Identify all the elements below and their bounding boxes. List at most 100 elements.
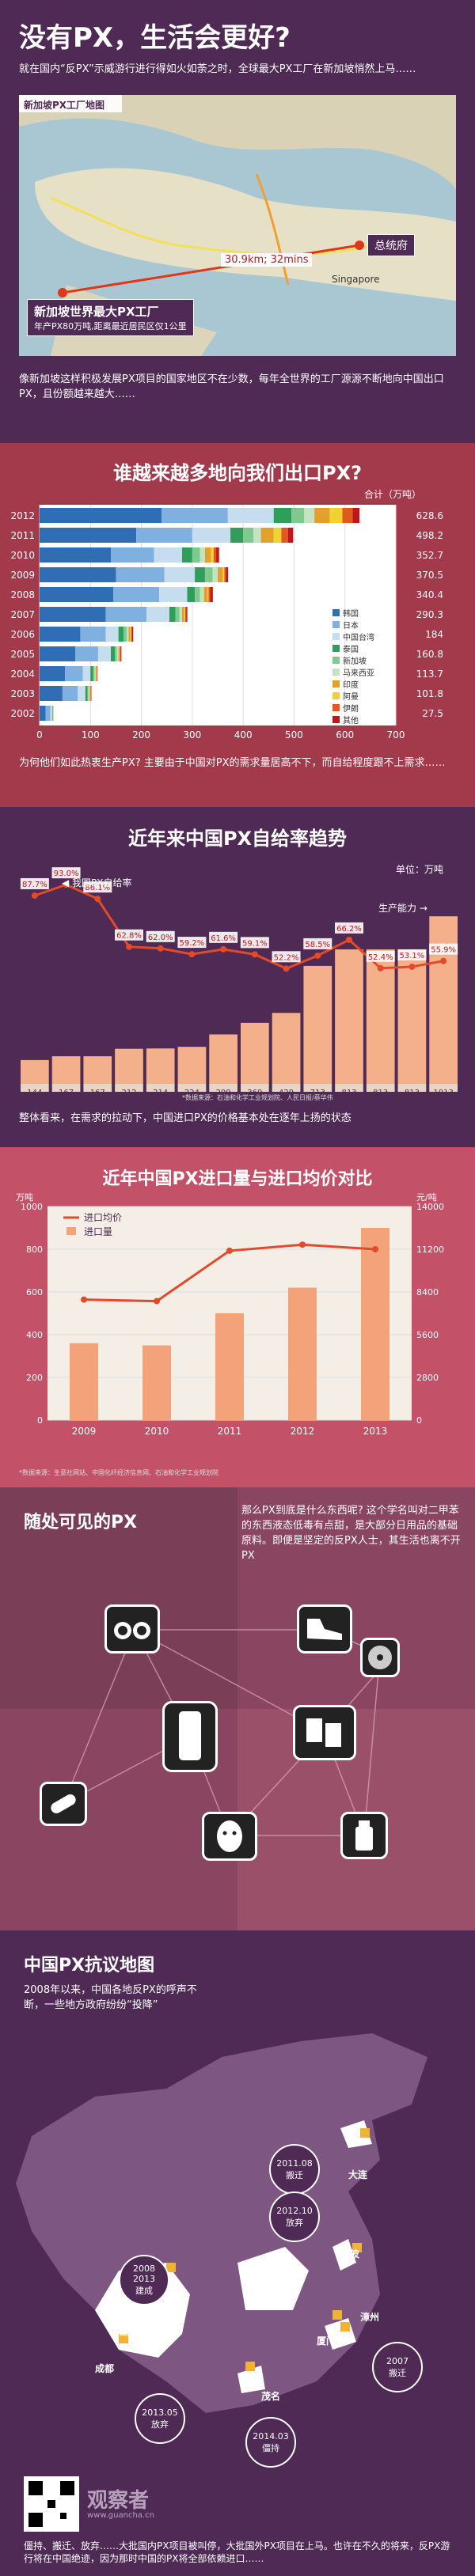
x-tick-label: 600 xyxy=(336,729,354,741)
bar-segment xyxy=(224,567,226,582)
bar-segment xyxy=(182,547,192,563)
bar-segment xyxy=(212,567,218,582)
bar-segment xyxy=(95,666,97,681)
bar-segment xyxy=(243,528,253,543)
bar-segment xyxy=(96,666,97,681)
category-label: 2006 xyxy=(10,629,35,640)
self-rate-point xyxy=(126,943,132,950)
capacity-label-bg xyxy=(209,1084,238,1092)
self-rate-line xyxy=(34,883,444,970)
bar-segment xyxy=(90,686,92,701)
bar-segment xyxy=(169,607,176,622)
total-label: 498.2 xyxy=(416,530,443,541)
protest-map-section: 中国PX抗议地图 2008年以来，中国各地反PX的呼声不断，一些地方政府纷纷“投… xyxy=(0,1930,475,2576)
bar-segment xyxy=(40,587,114,602)
section2-unit: 单位：万吨 xyxy=(396,864,444,875)
rate-label-bg xyxy=(335,922,363,934)
category-label: 2009 xyxy=(10,570,35,581)
bar-segment xyxy=(304,508,315,523)
y-left-tick: 800 xyxy=(26,1244,43,1255)
capacity-label-bg xyxy=(83,1084,112,1092)
capacity-label: 212 xyxy=(121,1089,136,1092)
x-tick-label: 2011 xyxy=(218,1426,242,1437)
y-left-tick: 200 xyxy=(26,1373,43,1383)
total-label: 113.7 xyxy=(416,669,443,680)
capacity-label: 813 xyxy=(405,1089,420,1092)
bar-segment xyxy=(175,607,180,622)
bar-segment xyxy=(203,587,208,602)
bar-segment xyxy=(352,508,360,523)
capacity-bar xyxy=(241,1022,269,1084)
bar-segment xyxy=(342,508,353,523)
x-tick-label: 700 xyxy=(387,729,405,741)
singapore-label: Singapore xyxy=(332,274,380,285)
bar-segment xyxy=(195,587,200,602)
bar-segment xyxy=(40,567,116,582)
legend-swatch xyxy=(332,716,340,723)
bar-segment xyxy=(226,567,229,582)
legend-volume: 进口量 xyxy=(84,1226,112,1237)
bar-segment xyxy=(287,528,294,543)
legend-label: 日本 xyxy=(343,620,359,631)
y-right-tick: 8400 xyxy=(416,1287,439,1297)
city-label: 厦门 xyxy=(317,2335,336,2347)
event-date: 2012.10 xyxy=(276,2205,313,2216)
bar-segment xyxy=(50,706,53,721)
capacity-label: 813 xyxy=(373,1089,388,1092)
bar-segment xyxy=(105,627,119,642)
bar-segment xyxy=(184,607,187,622)
legend-label: 韩国 xyxy=(343,608,359,619)
capacity-label: 429 xyxy=(279,1089,294,1092)
event-date: 2014.03 xyxy=(253,2430,289,2442)
bar-segment xyxy=(40,666,66,681)
self-rate-chart: 1442000167200116720022122003214200422420… xyxy=(20,867,458,1092)
bar-segment xyxy=(40,706,46,721)
legend-swatch xyxy=(332,633,340,640)
capacity-bar xyxy=(366,949,395,1084)
bar-segment xyxy=(208,587,211,602)
bar-segment xyxy=(164,567,196,582)
y-right-tick: 11200 xyxy=(416,1244,444,1255)
self-rate-point xyxy=(31,892,38,899)
price-point xyxy=(226,1247,233,1254)
category-label: 2011 xyxy=(10,530,35,541)
legend-label: 阿曼 xyxy=(343,692,359,702)
event-date: 2008 2013 xyxy=(133,2263,155,2284)
bar-segment xyxy=(62,686,78,701)
self-rate-section: 近年来中国PX自给率趋势 单位：万吨 144200016720011672002… xyxy=(0,807,475,1147)
self-rate-point xyxy=(220,945,227,953)
volume-price-chart: 0 200 400 600 800 1000 0 2800 5600 8400 11200 14000… xyxy=(16,1192,444,1437)
capacity-label-bg xyxy=(146,1084,175,1092)
event-status: 搬迁 xyxy=(286,2169,303,2180)
self-rate-label: 66.2% xyxy=(336,925,362,934)
self-rate-point xyxy=(251,951,258,958)
capacity-bar xyxy=(115,1048,143,1084)
self-rate-label: 61.6% xyxy=(211,934,236,943)
phone-icon xyxy=(162,1701,218,1772)
bar-segment xyxy=(187,587,196,602)
y-left-tick: 600 xyxy=(26,1287,43,1297)
event-status: 放弃 xyxy=(286,2217,303,2228)
legend-label: 马来西亚 xyxy=(343,669,374,678)
capacity-bar xyxy=(429,916,458,1084)
volume-bar xyxy=(70,1343,98,1420)
bar-segment xyxy=(85,686,88,701)
x-tick-label: 400 xyxy=(234,729,253,741)
event-badge: 2007 搬迁 xyxy=(372,2342,423,2392)
volume-bar xyxy=(361,1228,390,1420)
legend-volume-swatch xyxy=(66,1227,76,1235)
capacity-label-bg xyxy=(241,1084,269,1092)
bar-segment xyxy=(40,686,63,701)
section5-title: 中国PX抗议地图 xyxy=(24,1956,155,1976)
rate-label-bg xyxy=(146,930,175,942)
total-label: 352.7 xyxy=(416,550,443,561)
bar-segment xyxy=(130,627,131,642)
self-rate-point xyxy=(377,964,384,972)
city-label: 大连 xyxy=(348,2169,368,2180)
bar-segment xyxy=(87,686,89,701)
section3-title: 近年中国PX进口量与进口均价对比 xyxy=(102,1169,373,1189)
x-tick-label: 200 xyxy=(132,729,150,741)
event-badge: 2014.03 僵持 xyxy=(245,2417,296,2468)
total-label: 101.8 xyxy=(416,688,443,699)
